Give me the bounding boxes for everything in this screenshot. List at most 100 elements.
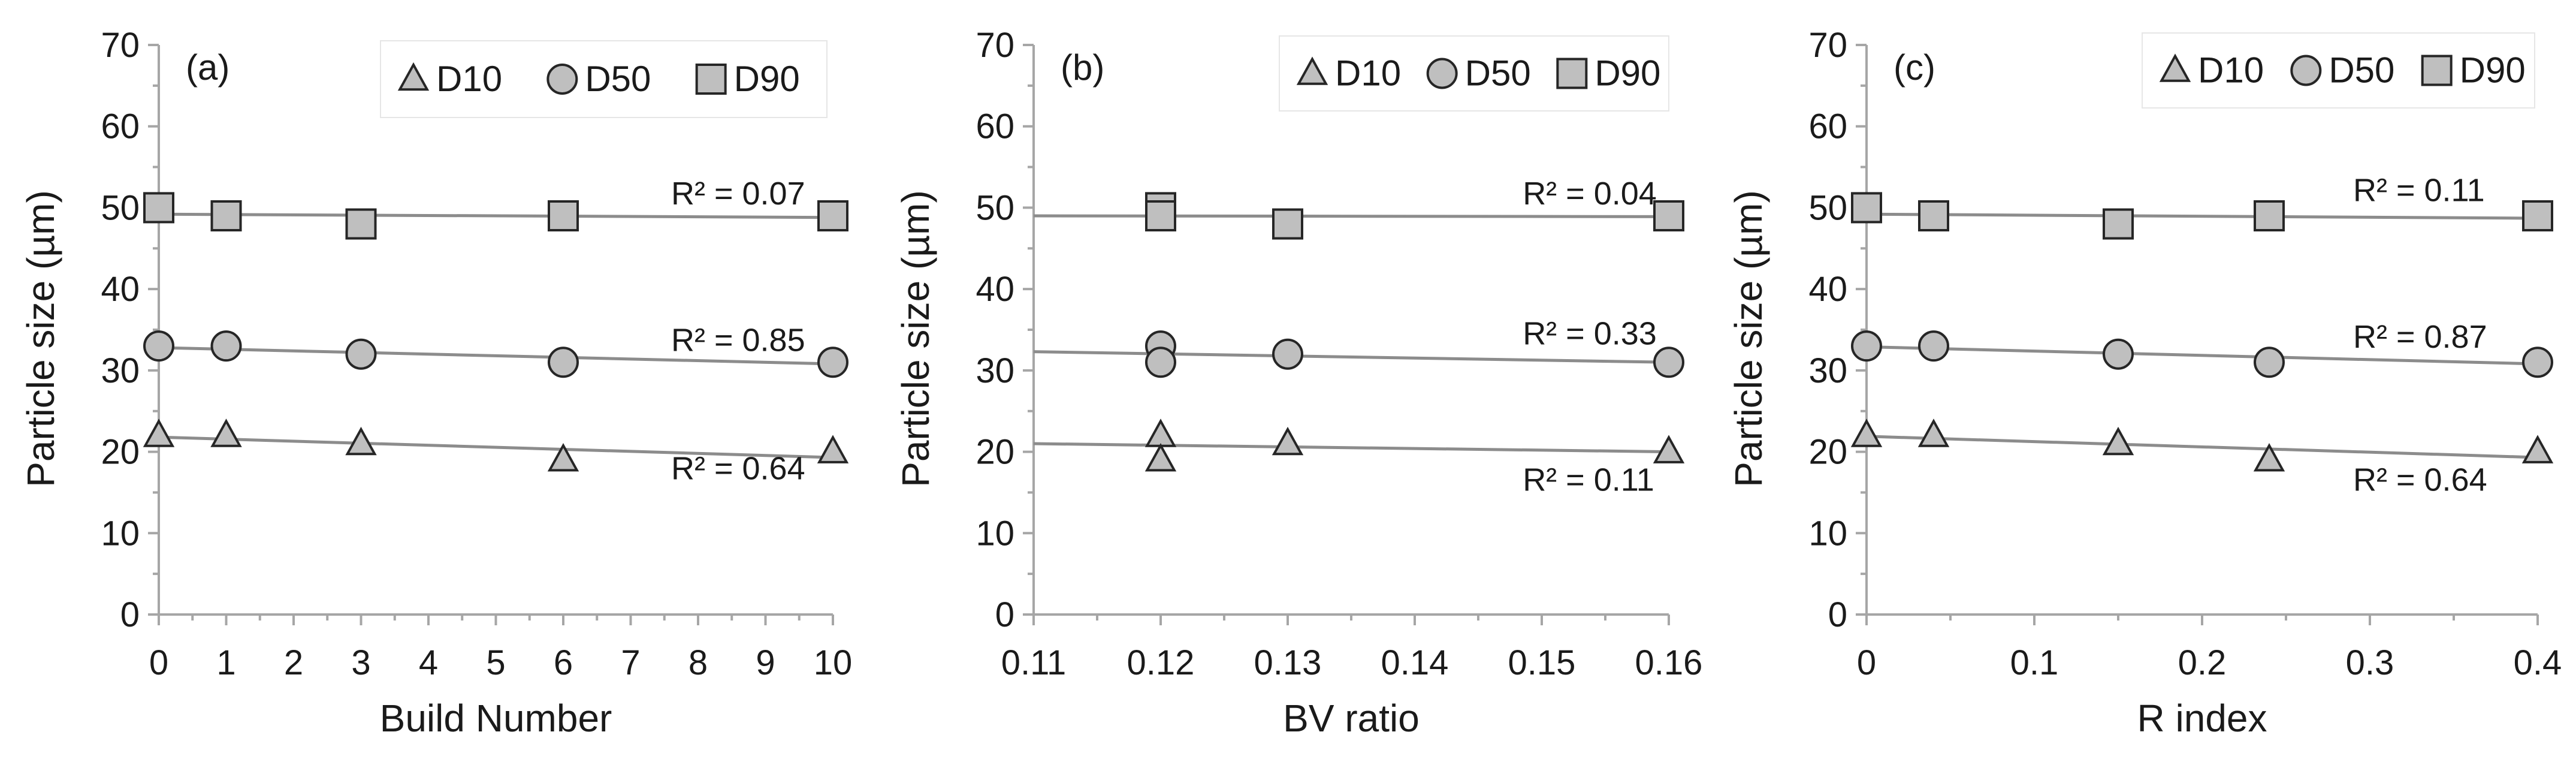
data-point	[143, 418, 175, 447]
y-tick-label: 60	[1808, 107, 1847, 146]
legend-frame	[380, 40, 828, 118]
x-tick-label: 0.3	[2346, 643, 2394, 682]
legend-label: D10	[2198, 50, 2264, 91]
data-point	[2254, 347, 2285, 378]
r2-label: R² = 0.64	[671, 451, 805, 487]
r2-label: R² = 0.85	[671, 322, 805, 358]
y-axis-title: Particle size (µm)	[1727, 190, 1770, 487]
legend-marker-d90	[695, 64, 727, 95]
x-tick-label: 0.12	[1127, 643, 1195, 682]
legend: D10 D50 D90	[2142, 32, 2535, 109]
panel-label: (a)	[186, 47, 229, 88]
x-tick-label: 2	[284, 643, 303, 682]
legend-marker-d10	[1296, 56, 1328, 85]
data-point	[210, 200, 242, 231]
y-tick-label: 40	[101, 270, 140, 309]
data-point	[1850, 418, 1883, 447]
data-point	[2254, 200, 2285, 231]
x-tick-label: 0.15	[1508, 643, 1576, 682]
data-point	[1145, 200, 1176, 231]
data-point	[2103, 338, 2134, 370]
series-d10: R² = 0.64	[1850, 418, 2554, 498]
y-tick-label: 20	[101, 433, 140, 472]
y-tick-label: 50	[101, 188, 140, 227]
x-axis-title: BV ratio	[1283, 697, 1420, 740]
r2-label: R² = 0.33	[1523, 315, 1657, 351]
legend-label: D50	[1465, 53, 1531, 94]
x-axis-title: Build Number	[380, 697, 612, 740]
data-point	[1145, 347, 1176, 378]
legend: D10 D50 D90	[380, 40, 828, 118]
x-tick-label: 4	[419, 643, 438, 682]
x-tick-label: 0.16	[1635, 643, 1703, 682]
trendline	[158, 346, 833, 366]
x-tick-label: 8	[688, 643, 708, 682]
y-tick-label: 70	[1808, 26, 1847, 65]
r2-label: R² = 0.11	[2353, 173, 2485, 209]
data-point	[1144, 418, 1177, 447]
legend-label: D90	[734, 59, 800, 99]
legend: D10 D50 D90	[1279, 35, 1669, 112]
x-tick-label: 9	[756, 643, 775, 682]
legend-frame	[2142, 32, 2535, 109]
x-tick-label: 7	[621, 643, 640, 682]
y-axis-title: Particle size (µm)	[894, 190, 937, 487]
data-point	[1918, 330, 1949, 362]
r2-label: R² = 0.87	[2353, 319, 2487, 355]
data-point	[817, 200, 848, 231]
data-point	[1272, 426, 1304, 456]
x-tick-label: 0.14	[1381, 643, 1449, 682]
y-tick-label: 60	[101, 107, 140, 146]
r2-label: R² = 0.11	[1523, 462, 1654, 498]
data-point	[1851, 192, 1882, 224]
series-d50: R² = 0.33	[1033, 315, 1684, 378]
trendline	[1866, 435, 2538, 459]
y-tick-label: 0	[995, 595, 1014, 634]
y-axis-title: Particle size (µm)	[19, 190, 62, 487]
trendline	[1866, 212, 2538, 220]
chart-panel-1: 0 10 20 30 40 50 60 70 0 1 2 3 4 5 6 7 8 9 10 Build Number P…	[19, 26, 852, 740]
legend-marker-d90	[2421, 55, 2453, 86]
legend-label: D10	[1335, 53, 1401, 94]
r2-label: R² = 0.04	[1523, 176, 1657, 212]
y-tick-label: 20	[976, 433, 1014, 472]
x-tick-label: 1	[216, 643, 235, 682]
series-d90: R² = 0.04	[1033, 176, 1684, 240]
y-tick-label: 50	[976, 188, 1014, 227]
x-tick-label: 0.4	[2514, 643, 2562, 682]
legend-label: D50	[585, 59, 651, 99]
trendline	[1033, 442, 1669, 454]
y-tick-label: 10	[976, 514, 1014, 553]
y-tick-label: 10	[1808, 514, 1847, 553]
x-tick-label: 6	[554, 643, 573, 682]
legend-marker-d50	[2290, 55, 2322, 86]
trendline	[158, 212, 833, 219]
series-d50: R² = 0.87	[1851, 319, 2553, 378]
chart-panel-3: 0 10 20 30 40 50 60 70 0 0.1 0.2 0.3 0.4 R index Parti…	[1727, 26, 2562, 740]
y-tick-label: 20	[1808, 433, 1847, 472]
data-point	[2522, 347, 2553, 378]
data-point	[1653, 435, 1685, 463]
data-point	[2521, 435, 2554, 463]
data-point	[2253, 443, 2285, 472]
y-tick-label: 0	[1828, 595, 1847, 634]
y-tick-label: 30	[101, 351, 140, 390]
panel-label: (c)	[1894, 47, 1935, 88]
x-tick-label: 0.1	[2010, 643, 2059, 682]
x-tick-label: 0.2	[2178, 643, 2227, 682]
x-tick-label: 3	[351, 643, 370, 682]
x-axis-title: R index	[2137, 697, 2267, 740]
data-point	[345, 426, 377, 456]
legend-label: D90	[1594, 53, 1660, 94]
data-point	[1272, 208, 1303, 240]
y-tick-label: 0	[120, 595, 140, 634]
data-point	[2102, 426, 2134, 456]
y-tick-label: 70	[101, 26, 140, 65]
legend-label: D50	[2329, 50, 2394, 91]
legend-marker-d90	[1556, 58, 1588, 89]
y-tick-label: 40	[1808, 270, 1847, 309]
panel-label: (b)	[1061, 47, 1104, 88]
y-tick-label: 50	[1808, 188, 1847, 227]
x-tick-label: 0	[1857, 643, 1876, 682]
